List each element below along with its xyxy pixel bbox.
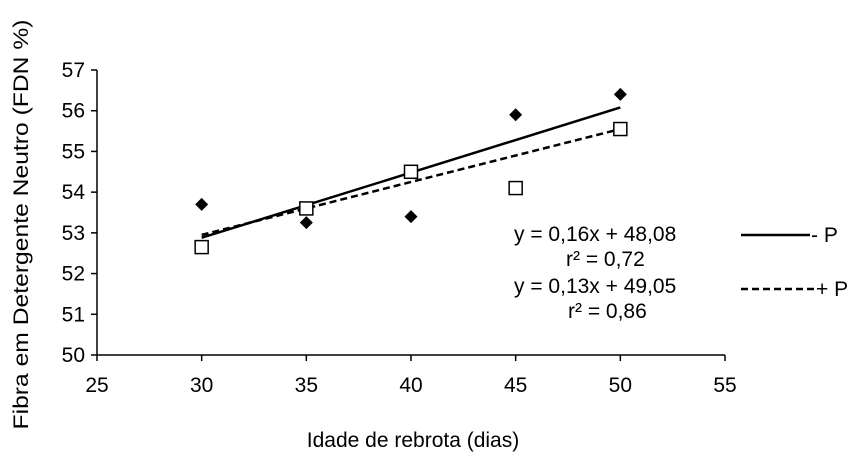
- x-tick-label: 55: [713, 374, 736, 397]
- x-tick-label: 30: [190, 374, 213, 397]
- data-point-diamond: [404, 210, 418, 224]
- data-point-square: [508, 180, 523, 196]
- trendline-series-2: [201, 127, 621, 237]
- data-point-square: [613, 121, 628, 137]
- data-point-diamond: [613, 87, 627, 101]
- x-tick-label: 50: [609, 374, 632, 397]
- y-ticks: 50 51 52 53 54 55 56 57: [62, 59, 97, 367]
- x-tick-label: 35: [295, 374, 318, 397]
- data-point-diamond: [299, 216, 313, 230]
- regression-equation: y = 0,16x + 48,08: [514, 223, 676, 246]
- legend-label: + P: [816, 278, 848, 301]
- regression-equation: y = 0,13x + 49,05: [514, 275, 676, 298]
- x-tick-label: 45: [504, 374, 527, 397]
- x-tick-label: 25: [85, 374, 108, 397]
- data-point-square: [299, 201, 314, 216]
- y-tick-label: 57: [62, 59, 85, 82]
- r-squared-label: r² = 0,86: [568, 300, 647, 323]
- y-tick-label: 50: [62, 344, 85, 367]
- y-tick-label: 51: [62, 303, 85, 326]
- y-tick-label: 55: [62, 140, 85, 163]
- y-tick-label: 54: [62, 181, 86, 204]
- legend-label: - P: [811, 224, 838, 247]
- legend: - P + P: [741, 224, 848, 301]
- data-point-diamond: [509, 108, 523, 122]
- y-tick-label: 52: [62, 263, 85, 286]
- data-points: [194, 87, 628, 255]
- r-squared-label: r² = 0,72: [566, 248, 645, 271]
- data-point-square: [194, 239, 209, 255]
- x-axis-label: Idade de rebrota (dias): [307, 429, 519, 452]
- y-tick-label: 56: [62, 100, 85, 123]
- y-axis-label: Fibra em Detergente Neutro (FDN %): [10, 20, 33, 430]
- data-point-square: [403, 164, 419, 180]
- y-tick-label: 53: [62, 222, 85, 245]
- x-ticks: 25 30 35 40 45 50 55: [85, 355, 737, 397]
- x-tick-label: 40: [399, 374, 422, 397]
- data-point-diamond: [195, 197, 209, 211]
